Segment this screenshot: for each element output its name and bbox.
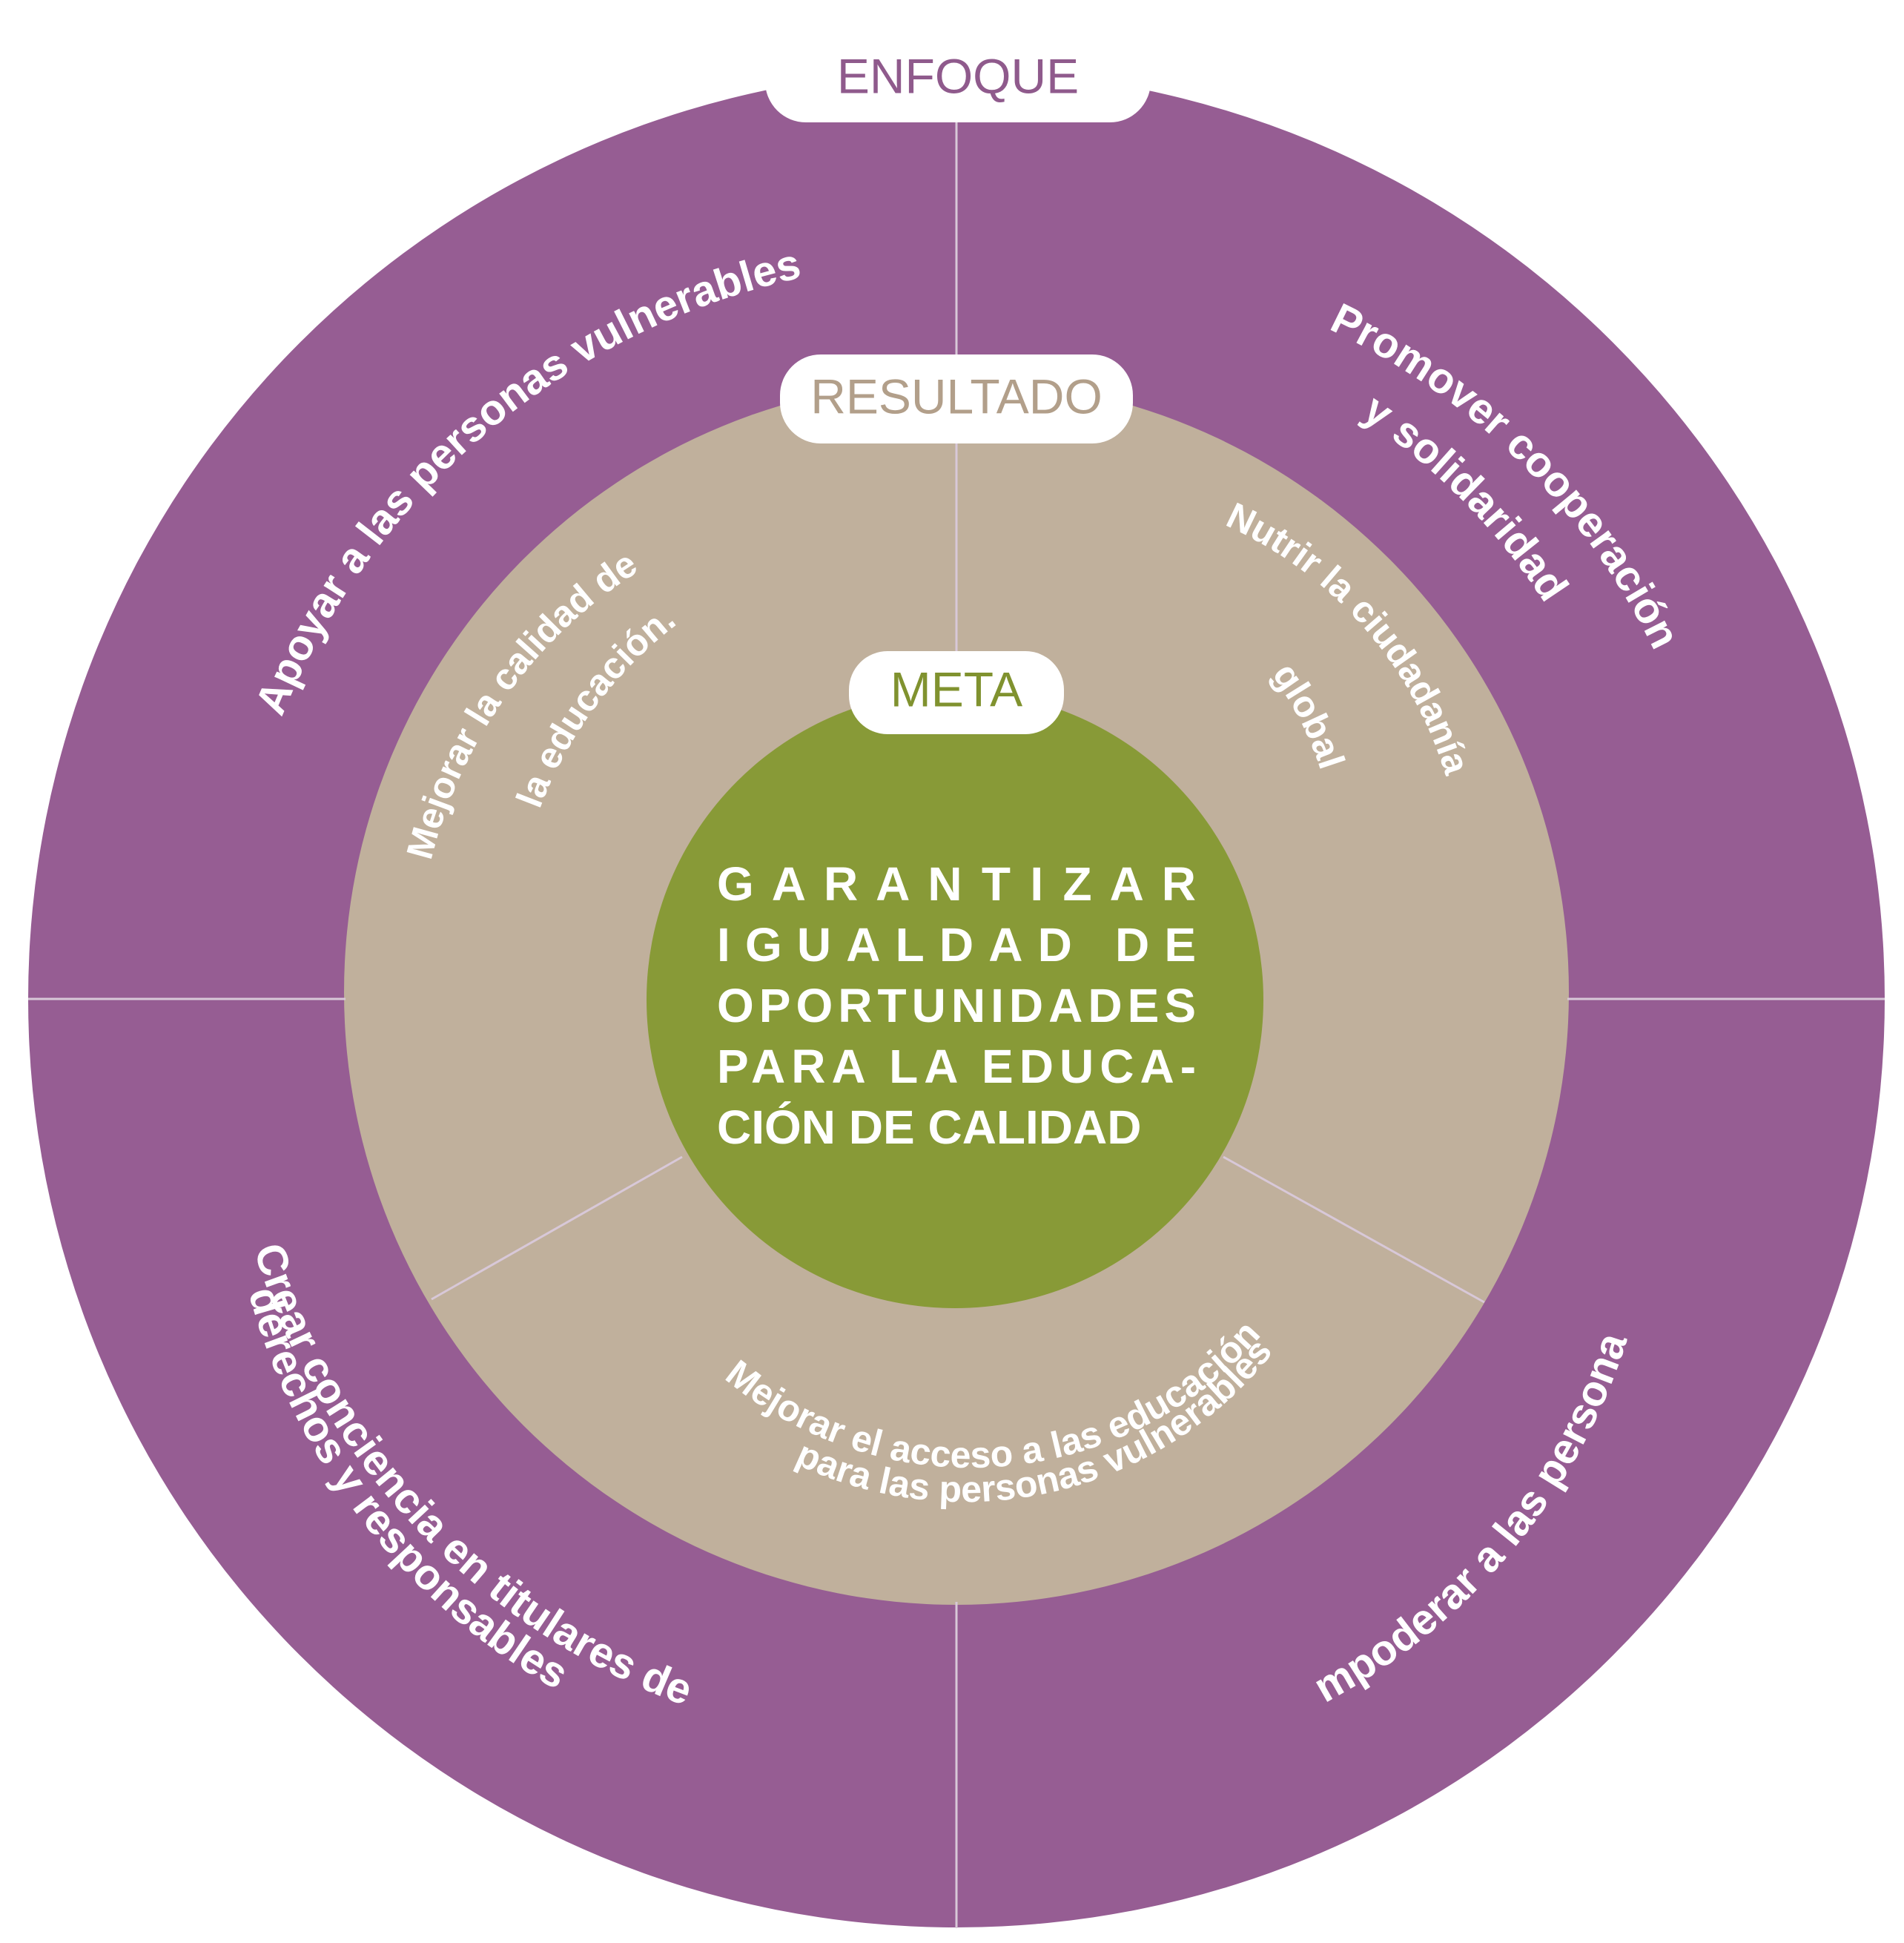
- resultado-pill: RESULTADO: [780, 354, 1133, 443]
- enfoque-pill: ENFOQUE: [765, 33, 1151, 122]
- center-line-4: PARA LA EDUCA-: [717, 1040, 1196, 1093]
- enfoque-label: ENFOQUE: [837, 48, 1079, 103]
- center-line-1: G A R A N T I Z A R: [717, 857, 1196, 911]
- meta-label: META: [890, 662, 1022, 716]
- center-circle: [647, 691, 1263, 1308]
- meta-pill: META: [849, 651, 1064, 734]
- middle-divider-right: [1223, 1155, 1485, 1304]
- center-line-3: OPORTUNIDADES: [717, 979, 1196, 1032]
- center-text: G A R A N T I Z A R IGUALDAD DE OPORTUNI…: [717, 857, 1196, 1154]
- center-line-5: CIÓN DE CALIDAD: [717, 1101, 1141, 1154]
- middle-divider-left: [431, 1155, 683, 1301]
- resultado-label: RESULTADO: [810, 369, 1103, 423]
- center-line-2: IGUALDAD DE: [717, 918, 1196, 971]
